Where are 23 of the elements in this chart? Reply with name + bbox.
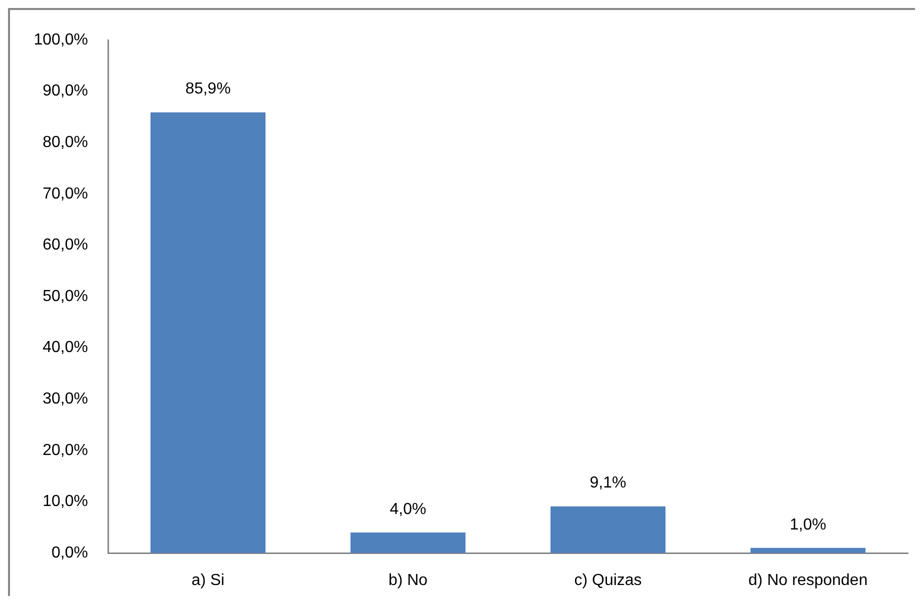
- data-label: 4,0%: [390, 500, 426, 518]
- y-tick-label: 100,0%: [34, 31, 88, 48]
- y-tick-label: 70,0%: [42, 185, 88, 202]
- y-tick-label: 60,0%: [42, 236, 88, 254]
- y-tick-label: 20,0%: [42, 442, 88, 459]
- bar: [350, 532, 466, 553]
- y-tick-label: 40,0%: [42, 339, 88, 356]
- data-label: 1,0%: [790, 516, 826, 534]
- data-label: 9,1%: [590, 474, 626, 492]
- bar: [150, 112, 266, 553]
- x-tick-label: d) No responden: [748, 572, 868, 590]
- y-tick-label: 10,0%: [42, 493, 88, 510]
- y-tick-label: 0,0%: [52, 544, 88, 562]
- bar: [750, 548, 866, 553]
- x-tick-label: b) No: [388, 572, 428, 590]
- y-tick-label: 30,0%: [42, 390, 88, 408]
- y-tick-label: 90,0%: [42, 82, 88, 100]
- data-label: 85,9%: [185, 80, 231, 98]
- y-tick-label: 80,0%: [42, 134, 88, 152]
- x-tick-label: c) Quizas: [574, 572, 642, 590]
- y-tick-label: 50,0%: [42, 288, 88, 305]
- x-tick-label: a) Si: [192, 572, 224, 590]
- bar: [550, 506, 666, 553]
